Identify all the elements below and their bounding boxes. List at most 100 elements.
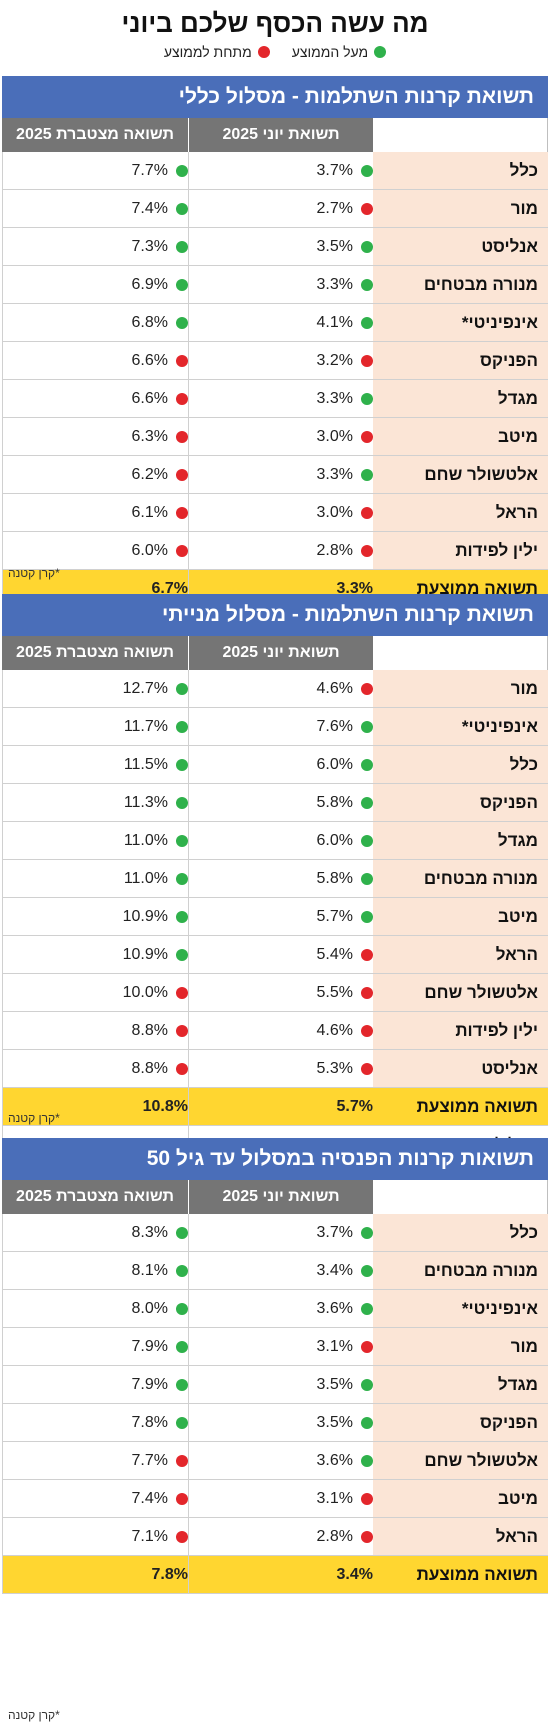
red-dot-icon — [176, 1454, 188, 1467]
table-row: ילין לפידות 2.8% 6.0% — [2, 532, 548, 570]
table-row: אלטשולר שחם 3.3% 6.2% — [2, 456, 548, 494]
table-body: כלל 3.7% 8.3% מנורה מבטחים 3.4% 8.1% אינפיניטי… — [2, 1214, 548, 1594]
legend-above: מעל הממוצע — [292, 44, 387, 60]
green-dot-icon — [176, 758, 188, 771]
june-return-value: 3.3% — [316, 465, 353, 483]
footnote: *קרן קטנה — [8, 566, 60, 580]
green-dot-icon — [176, 202, 188, 215]
value-wrap: 3.4% — [317, 1262, 373, 1280]
column-headers: תשואת יוני 2025 תשואה מצטברת 2025 — [2, 1180, 548, 1214]
value-wrap: 4.6% — [317, 1022, 373, 1040]
june-return-cell: 3.5% — [188, 1404, 373, 1441]
green-dot-icon — [176, 682, 188, 695]
value-wrap: 3.6% — [317, 1452, 373, 1470]
june-return-value: 2.8% — [316, 541, 353, 559]
ytd-return-cell: 8.3% — [2, 1214, 188, 1251]
fund-name: אלטשולר שחם — [373, 456, 548, 493]
june-return-value: 3.7% — [316, 161, 353, 179]
value-wrap: 7.4% — [132, 1490, 188, 1508]
june-return-value: 3.6% — [316, 1451, 353, 1469]
fund-name: ילין לפידות — [373, 532, 548, 569]
fund-name: מור — [373, 1328, 548, 1365]
value-wrap: 10.9% — [123, 946, 188, 964]
green-dot-icon — [361, 1416, 373, 1429]
value-wrap: 11.5% — [124, 756, 188, 774]
june-return-cell: 6.0% — [188, 746, 373, 783]
june-return-value: 3.5% — [316, 1375, 353, 1393]
table-row: הראל 2.8% 7.1% — [2, 1518, 548, 1556]
ytd-return-value: 11.0% — [123, 831, 168, 849]
green-dot-icon — [176, 1264, 188, 1277]
red-dot-icon — [176, 1530, 188, 1543]
june-return-cell: 3.3% — [188, 266, 373, 303]
value-wrap: 7.7% — [132, 1452, 188, 1470]
value-wrap: 6.9% — [132, 276, 188, 294]
june-return-cell: 3.1% — [188, 1480, 373, 1517]
red-dot-icon — [361, 354, 373, 367]
ytd-return-value: 10.8% — [142, 1097, 188, 1115]
june-return-cell: 4.6% — [188, 1012, 373, 1049]
june-return-cell: 5.4% — [188, 936, 373, 973]
green-dot-icon — [176, 316, 188, 329]
value-wrap: 3.5% — [317, 238, 373, 256]
column-header-ytd: תשואה מצטברת 2025 — [2, 636, 188, 670]
green-dot-icon — [361, 1264, 373, 1277]
fund-name: הפניקס — [373, 342, 548, 379]
june-return-cell: 3.7% — [188, 152, 373, 189]
value-wrap: 7.4% — [132, 200, 188, 218]
june-return-cell: 3.7% — [188, 1214, 373, 1251]
ytd-return-cell: 7.9% — [2, 1328, 188, 1365]
june-return-cell: 3.5% — [188, 228, 373, 265]
fund-name: תשואה ממוצעת — [373, 1556, 548, 1593]
table-general-track: תשואת קרנות השתלמות - מסלול כללי תשואת י… — [2, 76, 548, 608]
green-dot-icon — [176, 834, 188, 847]
value-wrap: 5.7% — [317, 908, 373, 926]
value-wrap: 2.8% — [317, 1528, 373, 1546]
fund-name: מגדל — [373, 822, 548, 859]
value-wrap: 3.4% — [337, 1566, 373, 1584]
table-row: הראל 3.0% 6.1% — [2, 494, 548, 532]
value-wrap: 3.6% — [317, 1300, 373, 1318]
table-row: אנליסט 3.5% 7.3% — [2, 228, 548, 266]
column-header-june: תשואת יוני 2025 — [188, 636, 373, 670]
red-dot-icon — [361, 202, 373, 215]
ytd-return-value: 6.1% — [131, 503, 168, 521]
ytd-return-cell: 6.7% — [2, 570, 188, 607]
fund-name: אלטשולר שחם — [373, 1442, 548, 1479]
june-return-cell: 2.7% — [188, 190, 373, 227]
ytd-return-cell: 6.0% — [2, 532, 188, 569]
ytd-return-value: 10.9% — [122, 945, 168, 963]
red-dot-icon — [176, 1492, 188, 1505]
table-row: מיטב 3.0% 6.3% — [2, 418, 548, 456]
green-dot-icon — [361, 1226, 373, 1239]
fund-name: אינפיניטי* — [373, 708, 548, 745]
value-wrap: 3.1% — [317, 1338, 373, 1356]
ytd-return-cell: 7.8% — [2, 1404, 188, 1441]
june-return-cell: 3.6% — [188, 1442, 373, 1479]
ytd-return-value: 10.9% — [122, 907, 168, 925]
june-return-value: 3.5% — [316, 237, 353, 255]
column-header-fund — [373, 636, 548, 670]
ytd-return-value: 11.7% — [123, 717, 168, 735]
value-wrap: 8.1% — [132, 1262, 188, 1280]
june-return-value: 5.5% — [316, 983, 353, 1001]
green-dot-icon — [176, 164, 188, 177]
column-header-ytd: תשואה מצטברת 2025 — [2, 1180, 188, 1214]
green-dot-icon — [176, 278, 188, 291]
green-dot-icon — [361, 720, 373, 733]
ytd-return-cell: 6.2% — [2, 456, 188, 493]
green-dot-icon — [361, 278, 373, 291]
value-wrap: 6.8% — [132, 314, 188, 332]
ytd-return-value: 7.7% — [131, 161, 168, 179]
june-return-value: 3.2% — [316, 351, 353, 369]
ytd-return-cell: 6.8% — [2, 304, 188, 341]
value-wrap: 3.1% — [317, 1490, 373, 1508]
fund-name: מנורה מבטחים — [373, 266, 548, 303]
ytd-return-cell: 7.8% — [2, 1556, 188, 1593]
june-return-value: 3.0% — [316, 427, 353, 445]
table-row: מגדל 3.3% 6.6% — [2, 380, 548, 418]
ytd-return-cell: 8.1% — [2, 1252, 188, 1289]
value-wrap: 5.8% — [317, 870, 373, 888]
table-row: מנורה מבטחים 5.8% 11.0% — [2, 860, 548, 898]
